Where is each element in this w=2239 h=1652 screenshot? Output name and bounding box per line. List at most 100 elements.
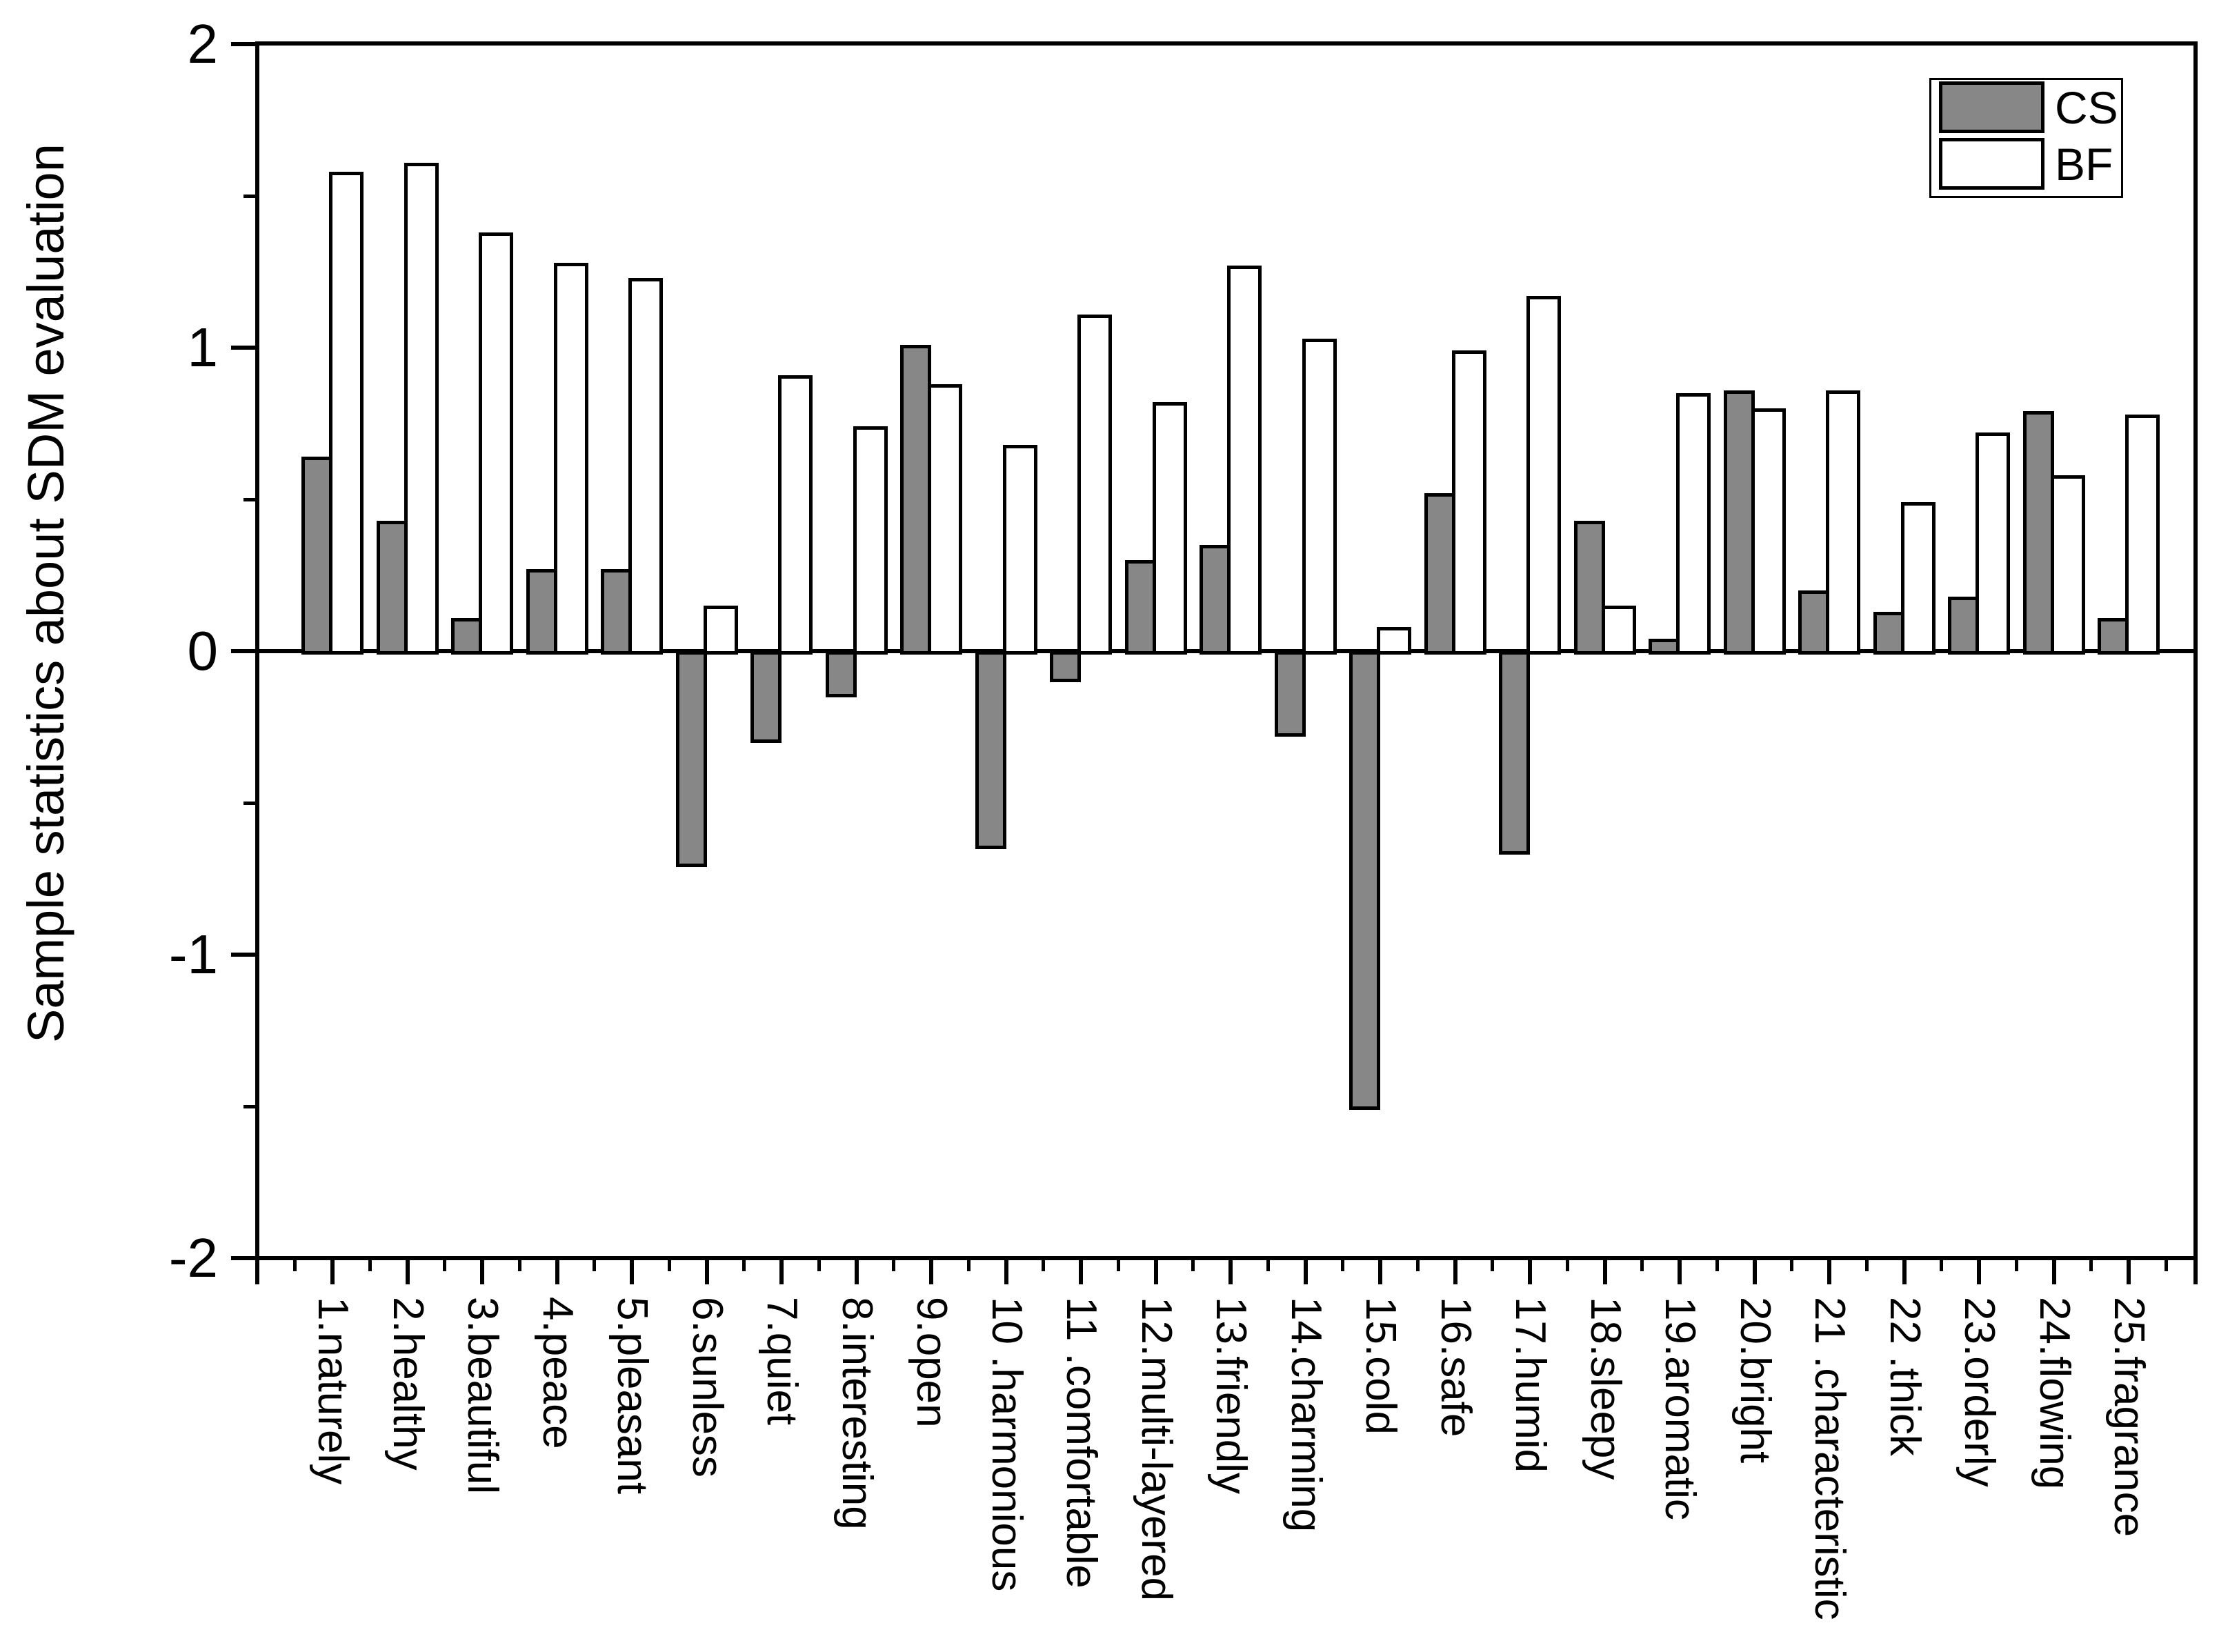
x-minor-tick-17 xyxy=(1491,1258,1495,1271)
x-label-4-peace: 4.peace xyxy=(533,1297,581,1449)
x-major-tick-15-cold xyxy=(1378,1258,1382,1284)
x-label-10-harmonious: 10 .harmonious xyxy=(982,1297,1031,1592)
y-major-tick-2 xyxy=(231,1256,257,1260)
x-label-5-pleasant: 5.pleasant xyxy=(608,1297,656,1495)
bar-cs-19-aromatic xyxy=(1649,639,1680,655)
bar-cs-3-beautiful xyxy=(451,617,482,655)
x-label-6-sunless: 6.sunless xyxy=(683,1297,731,1477)
plot-border-top xyxy=(255,41,2198,46)
x-minor-tick-3 xyxy=(443,1258,447,1271)
bar-bf-24-flowing xyxy=(2050,475,2085,655)
bar-bf-18-sleepy xyxy=(1601,606,1636,655)
x-minor-tick-21 xyxy=(1790,1258,1794,1271)
x-label-11-comfortable: 11 .comfortable xyxy=(1057,1297,1105,1589)
y-tick-label-2: 2 xyxy=(187,13,219,74)
x-major-tick-9-open xyxy=(929,1258,933,1284)
x-axis-end-tick-right xyxy=(2193,1258,2198,1284)
legend-label-bf: BF xyxy=(2055,139,2113,190)
x-minor-tick-14 xyxy=(1266,1258,1270,1271)
bar-cs-13-friendly xyxy=(1200,545,1231,655)
x-major-tick-14-charming xyxy=(1303,1258,1308,1284)
bar-bf-10-harmonious xyxy=(1002,444,1037,655)
x-label-17-humid: 17.humid xyxy=(1506,1297,1554,1473)
x-minor-tick-16 xyxy=(1415,1258,1420,1271)
bar-bf-8-interesting xyxy=(853,426,888,655)
bar-cs-12-multi-layered xyxy=(1124,560,1156,655)
plot-border-right xyxy=(2193,41,2198,1260)
bar-cs-17-humid xyxy=(1499,651,1530,855)
x-major-tick-1-naturely xyxy=(330,1258,335,1284)
x-minor-tick-20 xyxy=(1715,1258,1719,1271)
x-label-12-multi-layered: 12.multi-layered xyxy=(1132,1297,1180,1602)
x-minor-tick-13 xyxy=(1191,1258,1195,1271)
x-major-tick-8-interesting xyxy=(854,1258,859,1284)
x-major-tick-2-healthy xyxy=(405,1258,410,1284)
x-label-23-orderly: 23.orderly xyxy=(1956,1297,2003,1487)
bar-bf-14-charming xyxy=(1302,338,1337,655)
x-minor-tick-2 xyxy=(368,1258,372,1271)
bar-cs-6-sunless xyxy=(675,651,707,867)
bar-bf-4-peace xyxy=(553,262,588,655)
bar-bf-12-multi-layered xyxy=(1152,402,1187,655)
x-minor-tick-7 xyxy=(742,1258,746,1271)
x-major-tick-10-harmonious xyxy=(1004,1258,1008,1284)
bar-bf-5-pleasant xyxy=(628,277,663,655)
y-major-tick-1 xyxy=(231,346,257,350)
legend: CS BF xyxy=(1929,78,2123,198)
x-minor-tick-11 xyxy=(1042,1258,1046,1271)
x-label-22-thick: 22 .thick xyxy=(1880,1297,1929,1456)
x-major-tick-7-quiet xyxy=(779,1258,784,1284)
bar-bf-2-healthy xyxy=(404,162,439,655)
bar-cs-4-peace xyxy=(526,569,557,655)
x-major-tick-17-humid xyxy=(1528,1258,1532,1284)
bar-bf-6-sunless xyxy=(703,606,738,655)
x-label-16-safe: 16.safe xyxy=(1431,1297,1480,1437)
bar-cs-14-charming xyxy=(1274,651,1306,737)
legend-swatch-bf xyxy=(1939,138,2044,190)
bar-bf-15-cold xyxy=(1377,626,1411,655)
bar-cs-23-orderly xyxy=(1948,596,1979,655)
bar-cs-24-flowing xyxy=(2022,411,2054,655)
bar-bf-19-aromatic xyxy=(1676,393,1711,655)
y-tick-label-2: -2 xyxy=(168,1227,218,1288)
bar-cs-5-pleasant xyxy=(601,569,632,655)
x-major-tick-25-fragrance xyxy=(2127,1258,2131,1284)
bar-cs-8-interesting xyxy=(825,651,857,697)
x-minor-tick-25 xyxy=(2089,1258,2093,1271)
bar-bf-16-safe xyxy=(1451,350,1486,655)
y-minor-tick-1-5 xyxy=(243,194,257,198)
x-minor-tick-9 xyxy=(892,1258,896,1271)
legend-entry-cs: CS xyxy=(1939,81,2118,133)
x-label-9-open: 9.open xyxy=(908,1297,955,1428)
y-major-tick-2 xyxy=(231,42,257,46)
bar-bf-9-open xyxy=(928,384,962,655)
y-minor-tick-0-5 xyxy=(243,497,257,501)
x-minor-tick-4 xyxy=(517,1258,521,1271)
x-label-7-quiet: 7.quiet xyxy=(758,1297,806,1426)
x-major-tick-20-bright xyxy=(1752,1258,1757,1284)
bar-cs-7-quiet xyxy=(750,651,782,743)
x-label-19-aromatic: 19.aromatic xyxy=(1656,1297,1704,1520)
bar-cs-25-fragrance xyxy=(2098,617,2129,655)
bar-cs-9-open xyxy=(900,344,931,655)
bar-bf-11-comfortable xyxy=(1077,314,1112,655)
x-axis-end-tick-left xyxy=(255,1258,259,1284)
y-major-tick-0 xyxy=(231,649,257,653)
bar-bf-13-friendly xyxy=(1227,266,1262,655)
x-label-21-characteristic: 21 .characteristic xyxy=(1806,1297,1853,1620)
x-minor-tick-1 xyxy=(293,1258,297,1271)
y-minor-tick-0-5 xyxy=(243,801,257,805)
bar-cs-2-healthy xyxy=(376,520,408,655)
bar-bf-1-naturely xyxy=(329,171,364,655)
x-label-18-sleepy: 18.sleepy xyxy=(1581,1297,1629,1480)
x-label-13-friendly: 13.friendly xyxy=(1207,1297,1255,1495)
legend-swatch-cs xyxy=(1939,81,2044,133)
bar-bf-7-quiet xyxy=(778,375,813,655)
y-tick-label-1: -1 xyxy=(168,924,218,985)
x-major-tick-4-peace xyxy=(555,1258,559,1284)
legend-entry-bf: BF xyxy=(1939,138,2118,190)
bar-cs-18-sleepy xyxy=(1573,520,1605,655)
bar-bf-17-humid xyxy=(1526,296,1561,655)
bar-cs-21-characteristic xyxy=(1798,590,1829,655)
